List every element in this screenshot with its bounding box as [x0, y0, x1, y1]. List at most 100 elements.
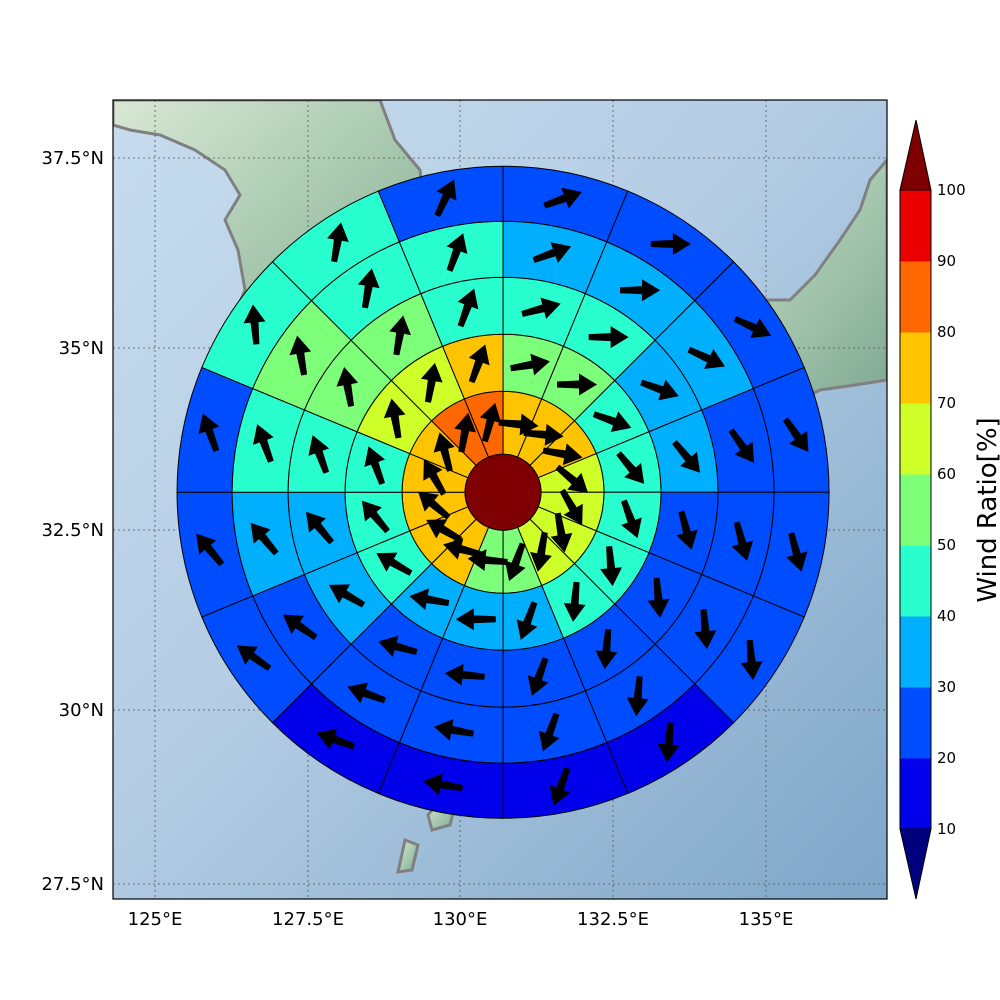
- wind-direction-arrow: [600, 545, 623, 587]
- latitude-tick-labels: 37.5°N 35°N 32.5°N 30°N 27.5°N: [41, 148, 104, 895]
- colorbar: 10 20 30 40 50 60 70 80 90 100 Wind Ratio[%]: [899, 119, 1000, 900]
- lon-tick-label: 135°E: [739, 909, 794, 930]
- colorbar-segment: [900, 403, 931, 475]
- wind-direction-arrow: [783, 417, 809, 453]
- lat-tick-label: 32.5°N: [41, 520, 104, 541]
- wind-direction-arrow: [316, 728, 356, 750]
- wind-direction-arrow: [538, 712, 560, 752]
- colorbar-frame: [899, 189, 932, 830]
- wind-direction-arrow: [731, 521, 754, 561]
- wind-direction-arrow: [446, 233, 468, 272]
- colorbar-segment: [900, 545, 931, 617]
- wind-direction-arrow: [786, 532, 808, 572]
- wind-direction-arrow: [196, 533, 225, 567]
- wind-direction-arrow: [454, 412, 476, 453]
- wind-direction-arrow: [510, 353, 550, 376]
- wind-direction-arrow: [555, 464, 589, 493]
- colorbar-segment: [900, 687, 931, 759]
- wind-direction-arrow: [672, 440, 701, 473]
- wind-direction-arrow: [588, 326, 629, 349]
- colorbar-tick-label: 30: [937, 678, 956, 696]
- lat-tick-label: 27.5°N: [41, 874, 104, 895]
- wind-direction-arrow: [530, 531, 552, 572]
- wind-direction-arrow: [616, 451, 645, 484]
- lon-tick-label: 130°E: [433, 909, 488, 930]
- wind-direction-arrow: [455, 608, 496, 631]
- wind-direction-arrow: [532, 242, 572, 263]
- lat-tick-label: 30°N: [59, 700, 104, 721]
- wind-direction-arrow: [543, 187, 582, 209]
- colorbar-tick-label: 10: [937, 820, 956, 838]
- wind-direction-arrow: [443, 538, 483, 560]
- wind-direction-arrow: [521, 297, 561, 319]
- colorbar-tick-labels: 10 20 30 40 50 60 70 80 90 100: [937, 181, 966, 838]
- wind-direction-arrow: [657, 722, 680, 763]
- wind-direction-arrow: [444, 663, 485, 686]
- wind-direction-arrow: [423, 459, 447, 496]
- wind-direction-arrow: [364, 446, 386, 485]
- wind-direction-arrow: [687, 346, 726, 369]
- colorbar-segment: [900, 758, 931, 830]
- wind-direction-arrow: [327, 222, 349, 263]
- wind-direction-arrow: [253, 424, 274, 463]
- colorbar-segment: [900, 616, 931, 688]
- wind-direction-arrow: [559, 488, 583, 525]
- wind-direction-arrow: [468, 344, 490, 384]
- wind-direction-arrow: [361, 500, 390, 534]
- colorbar-under-extension: [899, 828, 932, 900]
- colorbar-segment: [900, 190, 931, 262]
- wind-direction-arrow: [650, 233, 691, 256]
- lon-tick-label: 132.5°E: [577, 909, 649, 930]
- wind-direction-arrow: [733, 316, 772, 339]
- wind-direction-arrow: [336, 366, 359, 407]
- wind-direction-arrow: [198, 413, 220, 452]
- wind-direction-arrow: [457, 288, 479, 328]
- wind-direction-arrow: [498, 413, 539, 436]
- center-disc: [464, 453, 542, 531]
- wind-direction-arrow: [640, 379, 679, 401]
- longitude-tick-labels: 125°E 127.5°E 130°E 132.5°E 135°E: [128, 909, 794, 930]
- colorbar-tick-label: 60: [937, 465, 956, 483]
- colorbar-tick-label: 100: [937, 181, 966, 199]
- wind-direction-arrow: [556, 373, 597, 396]
- wind-direction-arrow: [420, 362, 443, 403]
- lat-tick-label: 37.5°N: [41, 148, 104, 169]
- wind-direction-arrow: [376, 552, 413, 576]
- colorbar-tick-label: 40: [937, 607, 956, 625]
- map-frame: [112, 99, 888, 900]
- wind-direction-arrow: [549, 767, 571, 806]
- lat-tick-label: 35°N: [59, 338, 104, 359]
- wind-ratio-polar-grid: [176, 165, 830, 819]
- wind-direction-arrow: [328, 584, 366, 608]
- wind-direction-arrow: [378, 635, 418, 657]
- wind-direction-arrow: [243, 304, 266, 345]
- wind-direction-arrow: [647, 577, 670, 618]
- colorbar-tick-label: 20: [937, 749, 956, 767]
- wind-direction-arrow: [289, 335, 312, 376]
- wind-direction-arrow: [527, 657, 549, 696]
- wind-direction-arrow: [563, 581, 586, 622]
- wind-direction-arrow: [620, 279, 661, 302]
- okinawa-island: [396, 837, 420, 874]
- wind-direction-arrow: [409, 588, 450, 611]
- wind-direction-arrow: [250, 522, 279, 556]
- wind-direction-arrow: [418, 491, 451, 520]
- wind-direction-arrow: [740, 639, 763, 680]
- wind-direction-arrow: [676, 510, 698, 550]
- wind-direction-arrow: [595, 629, 618, 670]
- wind-direction-arrow: [426, 519, 463, 543]
- wind-direction-arrow: [550, 512, 573, 553]
- colorbar-tick-label: 90: [937, 252, 956, 270]
- wind-direction-arrow: [728, 428, 754, 463]
- wind-direction-arrow: [282, 614, 318, 641]
- colorbar-tick-label: 50: [937, 536, 956, 554]
- wind-direction-arrow: [433, 432, 455, 472]
- wind-direction-arrow: [621, 499, 642, 539]
- wind-direction-arrow: [433, 719, 474, 741]
- colorbar-segments: [900, 190, 931, 830]
- wind-direction-arrow: [357, 268, 380, 309]
- wind-direction-arrow: [479, 402, 502, 443]
- wind-direction-arrow: [504, 542, 526, 582]
- wind-direction-arrow: [626, 676, 649, 717]
